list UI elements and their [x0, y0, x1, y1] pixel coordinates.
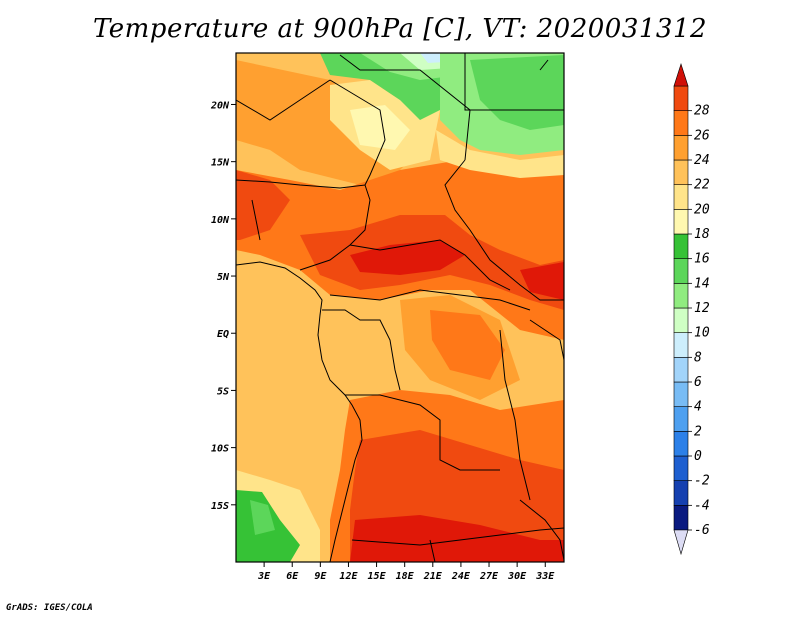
colorbar-bin [673, 480, 689, 506]
field-north-22-24 [236, 60, 410, 190]
y-tick-label: 5N [217, 272, 230, 283]
border-west-small [251, 199, 261, 241]
x-tick-label: 15E [368, 571, 387, 582]
field-southwest-12-14 [250, 500, 275, 535]
y-tick-label: 20N [210, 100, 230, 111]
border-uganda [529, 319, 564, 361]
colorbar-bin [673, 135, 689, 161]
field-atlantic-20-22 [236, 262, 330, 500]
colorbar-label: 10 [694, 326, 710, 341]
colorbar-bin [673, 209, 689, 235]
border-malawi [519, 499, 564, 561]
x-tick-label: 3E [257, 571, 271, 582]
border-nigeria-north [236, 179, 371, 271]
colorbar-bin [673, 505, 689, 531]
field-sahel-28-plus [350, 240, 465, 275]
temperature-field [236, 53, 564, 562]
border-coastline [236, 261, 363, 562]
credit-label: GrADS: IGES/COLA [6, 603, 93, 613]
field-east-28-plus [520, 262, 564, 300]
colorbar-bin [673, 233, 689, 259]
border-libya-chad [339, 54, 471, 161]
field-south-28-plus [350, 515, 564, 562]
colorbar-label: 28 [694, 104, 710, 119]
border-lakes [499, 329, 531, 501]
border-egypt-sudan [464, 53, 564, 111]
colorbar-label: 4 [694, 400, 702, 415]
y-axis-ticks: 20N 15N 10N 5N EQ 5S 10S 15S [210, 100, 236, 512]
colorbar-label: 0 [694, 449, 702, 464]
x-tick-label: 12E [339, 571, 358, 582]
colorbar-bin [673, 307, 689, 333]
colorbar-bin [673, 455, 689, 481]
border-coast-ne [539, 59, 549, 71]
x-tick-label: 21E [423, 571, 443, 582]
colorbar-label: -2 [694, 474, 710, 489]
colorbar-bin [673, 159, 689, 185]
colorbar-label: 20 [694, 202, 710, 217]
border-mali [236, 79, 331, 121]
x-tick-label: 18E [396, 571, 415, 582]
map-frame [235, 52, 565, 563]
x-tick-label: 9E [314, 571, 327, 582]
y-tick-label: 10N [211, 215, 230, 226]
colorbar-over-triangle [673, 63, 689, 87]
colorbar-under-triangle [673, 529, 689, 556]
x-tick-label: 6E [286, 571, 299, 582]
colorbar-label: -4 [694, 498, 710, 513]
border-sudan-south [444, 159, 564, 301]
colorbar-bin [673, 283, 689, 309]
colorbar-bin [673, 85, 689, 111]
country-borders [236, 53, 564, 562]
border-namibia-zambia [351, 527, 564, 546]
y-tick-label: 10S [211, 444, 229, 455]
colorbar-bin [673, 357, 689, 383]
y-tick-label: 15S [211, 501, 229, 512]
y-tick-label: 5S [217, 386, 229, 397]
colorbar-label: 18 [694, 227, 710, 242]
x-tick-label: 33E [535, 571, 555, 582]
y-tick-label: 15N [211, 158, 230, 169]
colorbar-label: 22 [694, 178, 710, 193]
colorbar-bin [673, 110, 689, 136]
map-title: Temperature at 900hPa [C], VT: 202003131… [92, 14, 708, 44]
x-axis-ticks: 3E 6E 9E 12E 15E 18E 21E 24E 27E 30E 33E [257, 562, 555, 582]
field-sahara-16-18 [350, 105, 410, 150]
colorbar-label: 6 [694, 375, 702, 390]
border-niger-chad [329, 79, 386, 186]
field-northeast-14-16 [470, 55, 564, 130]
field-northeast-18-20 [436, 130, 564, 178]
colorbar-bin [673, 184, 689, 210]
colorbar-bin [673, 381, 689, 407]
border-car-south [329, 289, 531, 311]
x-tick-label: 27E [479, 571, 499, 582]
colorbar-label: 12 [694, 301, 710, 316]
y-tick-label: EQ [217, 329, 229, 340]
field-westcoast-26-28 [236, 170, 290, 240]
colorbar-bin [673, 258, 689, 284]
colorbar-label: 26 [694, 128, 710, 143]
border-drc-angola [345, 394, 500, 471]
border-car-north [349, 239, 511, 291]
colorbar-label: 14 [694, 276, 710, 291]
x-tick-label: 24E [451, 571, 471, 582]
colorbar-label: -6 [694, 523, 710, 538]
colorbar-bin [673, 431, 689, 457]
border-gabon-congo [322, 309, 401, 391]
colorbar-label: 24 [694, 153, 710, 168]
colorbar-label: 8 [694, 350, 702, 365]
field-congo-24-26 [430, 310, 505, 380]
colorbar-bin [673, 406, 689, 432]
x-tick-label: 30E [507, 571, 527, 582]
colorbar-label: 16 [694, 252, 710, 267]
colorbar-label: 2 [694, 424, 702, 439]
colorbar-bin [673, 332, 689, 358]
border-caprivi [429, 539, 436, 562]
